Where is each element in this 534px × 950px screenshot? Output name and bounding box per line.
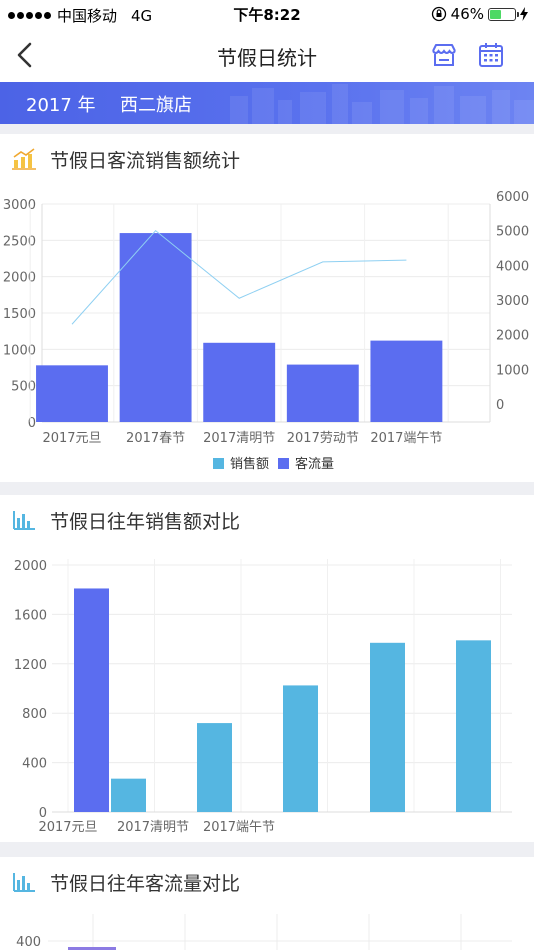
y-tick-label-right: 2000 xyxy=(496,329,529,344)
legend-swatch-traffic xyxy=(278,458,289,469)
network-label: 4G xyxy=(131,6,153,25)
traffic-bar xyxy=(68,947,116,950)
yearly-sales-chart: 0 400 800 1200 1600 2000 2017元旦 2017清明节 2017端午节 xyxy=(14,559,512,835)
holiday-traffic-sales-card: 节假日客流销售额统计 0 500 1000 1500 2000 2500 3000 0 1000… xyxy=(0,134,534,482)
x-tick-label: 2017元旦 xyxy=(38,820,97,835)
sales-line xyxy=(71,229,407,325)
y-tick-label: 2000 xyxy=(14,559,47,574)
x-tick-label: 2017元旦 xyxy=(42,431,101,446)
traffic-bar xyxy=(119,233,192,422)
clock: 下午8:22 xyxy=(233,6,301,24)
y-tick-label: 0 xyxy=(39,806,47,821)
traffic-bar xyxy=(203,342,276,422)
sales-bar xyxy=(283,685,318,812)
x-tick-label: 2017劳动节 xyxy=(287,430,359,446)
y-tick-label-right: 5000 xyxy=(496,225,529,240)
traffic-bar xyxy=(286,364,359,422)
status-bar: 中国移动 4G 下午8:22 46% xyxy=(0,0,534,28)
signal-icon xyxy=(8,12,51,19)
x-tick-label: 2017端午节 xyxy=(370,431,442,446)
y-tick-label-left: 3000 xyxy=(3,198,36,213)
yearly-sales-comparison-card: 节假日往年销售额对比 0 400 800 1200 1600 2000 2017元旦 2017… xyxy=(0,495,534,842)
traffic-bar xyxy=(36,365,108,422)
battery-percent: 46% xyxy=(450,5,484,23)
y-tick-label: 800 xyxy=(22,707,47,722)
y-tick-label-left: 2000 xyxy=(3,271,36,286)
sales-bar xyxy=(456,640,491,812)
trend-chart-icon xyxy=(12,148,36,170)
y-tick-label-right: 3000 xyxy=(496,294,529,309)
x-tick-label: 2017清明节 xyxy=(203,431,275,446)
calendar-icon[interactable] xyxy=(477,41,505,69)
store-banner[interactable]: 2017 年 西二旗店 xyxy=(0,82,534,124)
x-tick-label: 2017春节 xyxy=(126,431,185,446)
legend-swatch-sales xyxy=(213,458,224,469)
y-tick-label-right: 4000 xyxy=(496,259,529,274)
sales-bar xyxy=(370,642,405,812)
yearly-traffic-comparison-card: 节假日往年客流量对比 400 xyxy=(0,857,534,950)
y-tick-label-right: 1000 xyxy=(496,363,529,378)
y-tick-label: 400 xyxy=(16,935,41,950)
sales-bar xyxy=(111,778,146,812)
banner-year: 2017 年 xyxy=(26,95,96,116)
sales-bar xyxy=(74,588,109,812)
y-tick-label-right: 6000 xyxy=(496,190,529,205)
y-tick-label-right: 0 xyxy=(496,398,504,413)
y-tick-label: 1600 xyxy=(14,608,47,623)
navigation-bar: 节假日统计 xyxy=(0,28,534,82)
orientation-lock-icon xyxy=(431,6,446,22)
traffic-bar xyxy=(370,340,443,422)
store-icon[interactable] xyxy=(430,41,458,69)
section-title: 节假日往年销售额对比 xyxy=(50,511,241,533)
y-tick-label-left: 2500 xyxy=(3,234,36,249)
back-icon[interactable] xyxy=(12,40,40,70)
skyline-decoration xyxy=(230,84,534,124)
y-tick-label: 400 xyxy=(22,757,47,772)
carrier-label: 中国移动 xyxy=(57,7,118,25)
x-tick-label: 2017端午节 xyxy=(203,820,275,835)
legend-label: 客流量 xyxy=(295,456,334,472)
sales-bar xyxy=(197,723,232,812)
battery-icon xyxy=(488,7,519,21)
y-tick-label: 1200 xyxy=(14,658,47,673)
yearly-traffic-chart: 400 xyxy=(16,914,512,950)
section-title: 节假日客流销售额统计 xyxy=(50,150,241,172)
y-tick-label-left: 1500 xyxy=(3,307,36,322)
legend-label: 销售额 xyxy=(230,456,269,472)
y-tick-label-left: 0 xyxy=(28,416,36,431)
section-title: 节假日往年客流量对比 xyxy=(50,873,241,895)
bar-chart-icon xyxy=(13,511,35,530)
y-tick-label-left: 1000 xyxy=(3,343,36,358)
bar-chart-icon xyxy=(13,873,35,892)
banner-store-name: 西二旗店 xyxy=(120,95,192,116)
traffic-sales-chart: 0 500 1000 1500 2000 2500 3000 0 1000 2000 3000 400… xyxy=(3,190,529,472)
x-tick-label: 2017清明节 xyxy=(117,820,189,835)
y-tick-label-left: 500 xyxy=(11,380,36,395)
charging-icon xyxy=(520,7,528,21)
page-title: 节假日统计 xyxy=(217,46,317,70)
